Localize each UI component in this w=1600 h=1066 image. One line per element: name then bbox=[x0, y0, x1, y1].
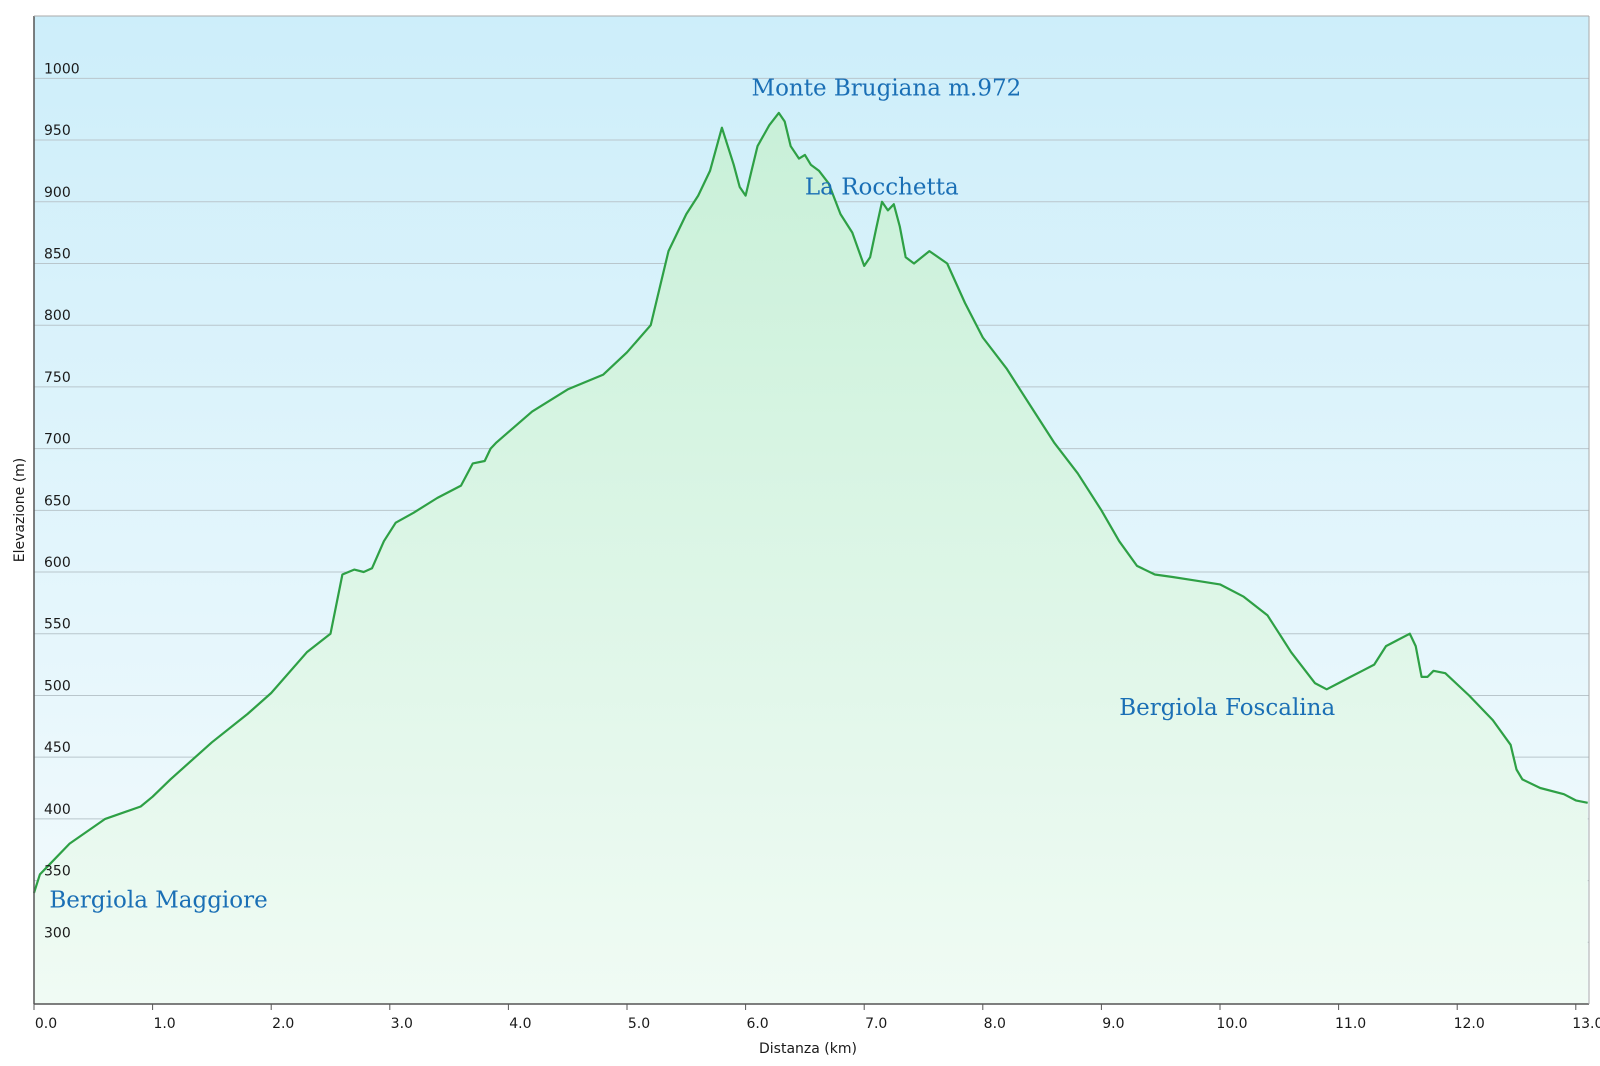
x-tick-label: 5.0 bbox=[628, 1016, 650, 1032]
x-tick-label: 10.0 bbox=[1216, 1016, 1247, 1032]
x-tick-label: 13.0 bbox=[1572, 1016, 1600, 1032]
elevation-line bbox=[32, 111, 1588, 894]
y-tick-label: 450 bbox=[44, 740, 71, 756]
y-tick-label: 550 bbox=[44, 617, 71, 633]
y-tick-label: 900 bbox=[44, 185, 71, 201]
x-tick-label: 3.0 bbox=[391, 1016, 413, 1032]
y-tick-label: 350 bbox=[44, 864, 71, 880]
y-tick-label: 300 bbox=[44, 925, 71, 941]
y-tick-label: 500 bbox=[44, 678, 71, 694]
x-tick-label: 1.0 bbox=[153, 1016, 175, 1032]
x-tick-label: 0.0 bbox=[35, 1016, 57, 1032]
y-tick-labels: 300 350 400 450 500 550 600 650 700 750 800 850 900 9… bbox=[44, 61, 80, 941]
y-tick-label: 800 bbox=[44, 308, 71, 324]
y-tick-label: 400 bbox=[44, 802, 71, 818]
x-tick-label: 9.0 bbox=[1102, 1016, 1124, 1032]
x-tick-label: 11.0 bbox=[1335, 1016, 1366, 1032]
y-tick-label: 600 bbox=[44, 555, 71, 571]
y-tick-label: 700 bbox=[44, 432, 71, 448]
x-tick-label: 4.0 bbox=[509, 1016, 531, 1032]
x-tick-label: 2.0 bbox=[272, 1016, 294, 1032]
elevation-area-fill bbox=[34, 112, 1588, 1004]
y-tick-label: 1000 bbox=[44, 61, 80, 77]
annotation-label: Monte Brugiana m.972 bbox=[752, 76, 1022, 102]
y-tick-label: 950 bbox=[44, 123, 71, 139]
annotation-label: Bergiola Foscalina bbox=[1119, 695, 1335, 721]
x-tick-label: 7.0 bbox=[865, 1016, 887, 1032]
annotations: Monte Brugiana m.972 La Rocchetta Bergiola… bbox=[49, 76, 1335, 914]
annotation-label: Bergiola Maggiore bbox=[49, 888, 267, 914]
x-tick-label: 12.0 bbox=[1454, 1016, 1485, 1032]
x-tick-label: 6.0 bbox=[746, 1016, 768, 1032]
x-tick-label: 8.0 bbox=[984, 1016, 1006, 1032]
y-tick-label: 750 bbox=[44, 370, 71, 386]
y-tick-label: 650 bbox=[44, 493, 71, 509]
annotation-label: La Rocchetta bbox=[805, 174, 959, 200]
y-axis-title: Elevazione (m) bbox=[12, 458, 28, 563]
x-tick-labels: 0.0 1.0 2.0 3.0 4.0 5.0 6.0 7.0 8.0 9.0 10.0 11.0 12… bbox=[33, 1004, 1600, 1032]
x-axis-title: Distanza (km) bbox=[759, 1041, 857, 1057]
y-tick-label: 850 bbox=[44, 246, 71, 262]
